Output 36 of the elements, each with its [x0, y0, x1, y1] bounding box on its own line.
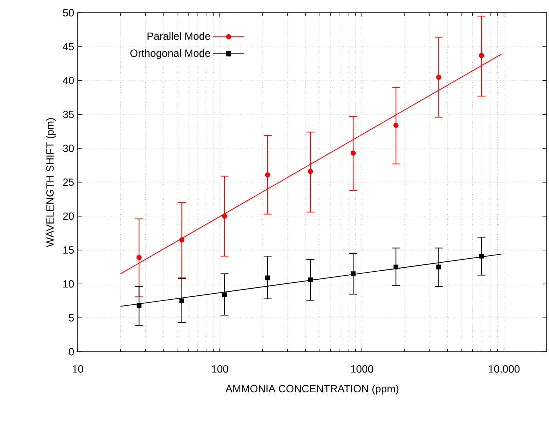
x-tick-label: 10,000 [489, 365, 520, 374]
legend-label: Parallel Mode [148, 32, 210, 40]
y-tick-label: 0 [69, 348, 74, 356]
point [180, 298, 184, 304]
point [308, 169, 314, 174]
y-axis-title: WAVELENGTH SHIFT (pm) [46, 118, 56, 248]
point [479, 254, 484, 259]
point [350, 150, 356, 156]
y-tick-label: 10 [64, 280, 74, 288]
point [179, 238, 185, 243]
y-tick-label: 50 [63, 9, 74, 17]
point [136, 304, 142, 308]
x-tick-label: 100 [212, 365, 228, 373]
point [222, 292, 228, 298]
point [265, 276, 270, 280]
y-tick-label: 5 [69, 314, 74, 322]
point [394, 264, 399, 270]
x-axis-title: AMMONIA CONCENTRATION (ppm) [226, 384, 399, 395]
x-tick-label: 1000 [351, 365, 374, 373]
legend-label: Orthogonal Mode [130, 49, 210, 60]
y-tick-label: 45 [63, 43, 74, 51]
y-tick-label: 25 [63, 178, 74, 186]
y-tick-label: 40 [63, 77, 74, 85]
point [265, 172, 270, 178]
point [436, 264, 442, 270]
point [308, 278, 314, 283]
y-tick-label: 15 [64, 246, 74, 254]
point [436, 74, 442, 80]
y-tick-label: 35 [63, 111, 74, 118]
point [394, 122, 399, 128]
point [479, 53, 484, 58]
point [351, 272, 356, 276]
y-tick-label: 30 [63, 144, 74, 152]
y-tick-label: 20 [63, 212, 74, 220]
point [222, 214, 228, 219]
point [136, 255, 142, 260]
